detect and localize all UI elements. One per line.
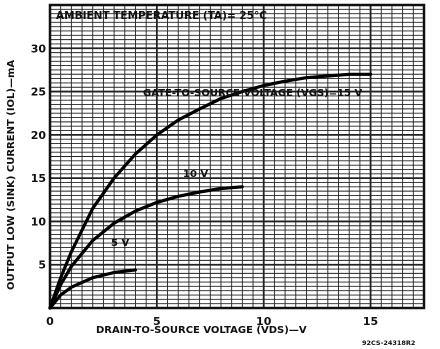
y-axis-label: OUTPUT LOW (SINK) CURRENT (IOL)—mA bbox=[6, 60, 17, 290]
x-axis-label: DRAIN-TO-SOURCE VOLTAGE (VDS)—V bbox=[96, 325, 307, 336]
y-tick-label: 30 bbox=[31, 42, 47, 55]
tick-labels: 0 5 10 15 5 10 15 20 25 30 bbox=[31, 42, 379, 328]
chart-title: AMBIENT TEMPERATURE (TA)= 25°C bbox=[56, 10, 267, 22]
y-tick-label: 20 bbox=[31, 129, 47, 142]
series-line-2 bbox=[48, 268, 138, 310]
x-tick-label: 0 bbox=[46, 315, 54, 328]
y-tick-label: 5 bbox=[38, 259, 46, 272]
x-tick-label: 10 bbox=[256, 315, 272, 328]
y-tick-label: 25 bbox=[31, 86, 46, 99]
grid bbox=[50, 5, 424, 308]
series-label-5v: 5 V bbox=[111, 238, 129, 249]
series-line-1 bbox=[48, 185, 244, 310]
x-tick-label: 5 bbox=[153, 315, 161, 328]
x-tick-label: 15 bbox=[363, 315, 378, 328]
series-line-0 bbox=[48, 72, 373, 310]
figure-code: 92CS-24318R2 bbox=[362, 339, 415, 347]
series-label-15v: GATE-TO-SOURCE VOLTAGE (VGS)=15 V bbox=[143, 88, 362, 99]
plot-frame bbox=[48, 3, 426, 310]
series-label-10v: 10 V bbox=[183, 169, 208, 180]
y-tick-label: 10 bbox=[31, 215, 47, 228]
curves bbox=[48, 72, 373, 310]
y-tick-label: 15 bbox=[31, 172, 46, 185]
